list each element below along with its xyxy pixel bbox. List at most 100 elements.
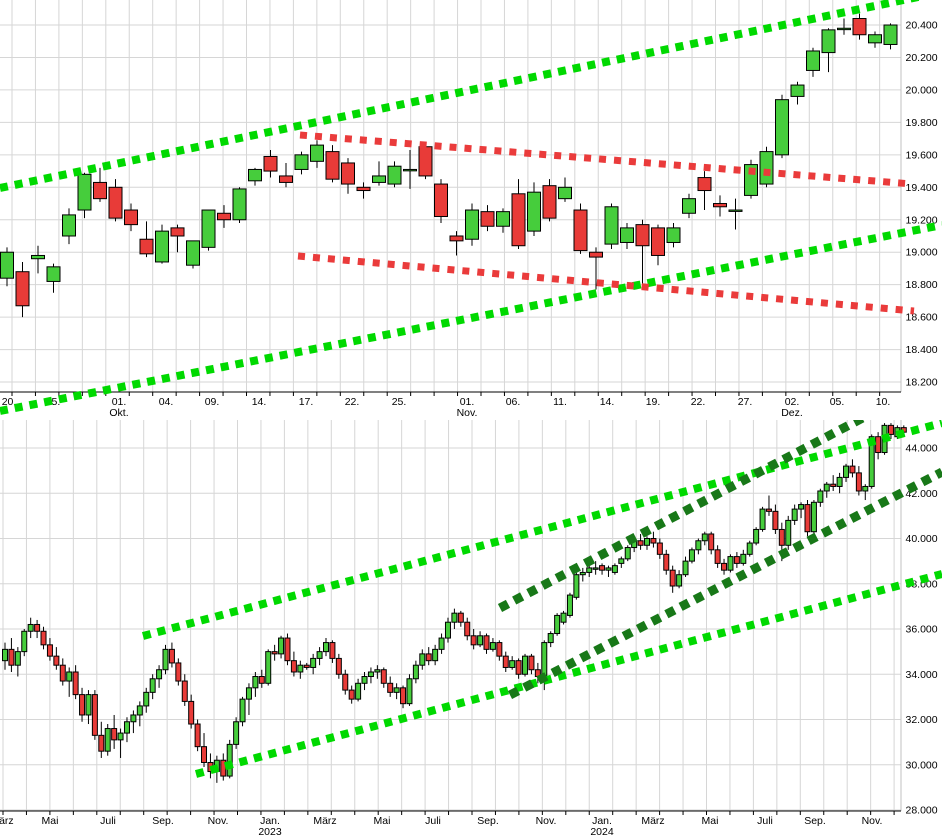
y-axis-label: 19.800 — [906, 117, 938, 129]
x-axis-label: Mai — [374, 815, 391, 827]
y-axis-label: 28.000 — [906, 805, 938, 817]
daily-candlestick-chart: 20. 25. 01. Okt. 04. 09. 14. 17. 22. 25. 01. Nov. 06… — [0, 0, 942, 420]
candle — [464, 617, 471, 641]
candle — [374, 665, 381, 679]
x-axis-label: 10. — [876, 396, 891, 408]
candle — [0, 247, 14, 287]
candle — [233, 717, 240, 749]
candle — [323, 638, 329, 657]
candle — [728, 198, 743, 230]
x-axis-label: Mai — [42, 815, 59, 827]
candle — [143, 687, 150, 713]
candle — [573, 203, 588, 254]
candle — [232, 187, 247, 224]
candle — [8, 638, 15, 672]
x-axis-label: Juli — [757, 815, 773, 827]
candle — [310, 140, 324, 168]
candle — [515, 658, 522, 679]
candle — [806, 47, 820, 77]
candle — [181, 674, 188, 706]
candle — [342, 669, 349, 695]
candle — [62, 208, 76, 245]
y-axis-label: 30.000 — [906, 759, 938, 771]
candle — [837, 18, 851, 35]
candle — [727, 554, 734, 573]
candle — [162, 644, 169, 675]
candle — [85, 690, 92, 725]
lower-rising-channel-line — [0, 221, 942, 415]
candles — [0, 13, 898, 318]
candle — [367, 667, 374, 684]
candle — [279, 162, 293, 188]
candle — [21, 629, 28, 657]
candle — [759, 146, 774, 188]
candle — [297, 660, 304, 679]
candle — [509, 656, 516, 670]
candle — [887, 423, 894, 439]
candle — [744, 159, 758, 199]
y-axis-label: 19.000 — [906, 247, 938, 259]
candle — [830, 475, 837, 491]
x-axis-sublabel: 2023 — [258, 826, 282, 837]
daily-chart-canvas[interactable]: 20. 25. 01.Okt.04. 09. 14. 17. 22. 25. 01.Nov.06… — [0, 0, 942, 420]
candle — [682, 193, 696, 219]
candle — [46, 638, 53, 661]
candle — [477, 631, 484, 648]
candle — [451, 608, 458, 629]
candle — [733, 552, 740, 568]
candle — [412, 660, 419, 684]
candle — [483, 633, 490, 654]
candle — [746, 540, 753, 557]
candle — [310, 653, 317, 675]
y-axis-label: 38.000 — [906, 578, 938, 590]
candle — [695, 538, 702, 555]
candle — [40, 626, 47, 650]
x-axis-sublabel: Nov. — [457, 407, 478, 419]
candle — [635, 219, 650, 287]
y-axis-label: 20.400 — [906, 20, 938, 32]
candle — [701, 531, 708, 546]
candle — [663, 549, 670, 575]
candle — [284, 633, 291, 666]
candle — [329, 640, 336, 663]
weekly-candlestick-chart: MärzMaiJuliSep.Nov.Jan.2023MärzMaiJuliSe… — [0, 420, 942, 837]
candle — [34, 619, 41, 639]
candle — [175, 658, 182, 686]
candle — [155, 224, 169, 264]
candle — [98, 721, 105, 758]
candle — [248, 167, 262, 186]
candle — [335, 653, 342, 679]
candle — [669, 565, 676, 593]
candle — [194, 719, 201, 752]
candle — [123, 717, 130, 743]
candle — [714, 545, 721, 568]
candle — [798, 502, 805, 519]
candle — [527, 182, 541, 236]
x-axis-label: 14. — [600, 396, 615, 408]
candle — [438, 633, 445, 654]
x-axis: MärzMaiJuliSep.Nov.Jan.2023MärzMaiJuliSe… — [0, 810, 901, 837]
x-axis-label: Jan. — [260, 815, 280, 827]
candle — [753, 527, 760, 546]
x-axis-label: 06. — [506, 396, 521, 408]
x-axis-label: März — [313, 815, 336, 827]
x-axis-label: Juli — [100, 815, 116, 827]
candle — [790, 81, 805, 105]
candle — [713, 195, 727, 217]
y-axis-label: 34.000 — [906, 669, 938, 681]
candle — [220, 753, 227, 781]
candle — [303, 662, 310, 670]
candle — [2, 642, 8, 670]
y-axis-label: 40.000 — [906, 533, 938, 545]
x-axis-sublabel: Dez. — [781, 407, 803, 419]
x-axis-label: Mai — [702, 815, 719, 827]
candle — [765, 495, 772, 516]
candle — [432, 644, 439, 666]
candle — [457, 610, 464, 627]
x-axis-label: 14. — [252, 396, 267, 408]
candle — [586, 565, 593, 577]
weekly-chart-canvas[interactable]: MärzMaiJuliSep.Nov.Jan.2023MärzMaiJuliSe… — [0, 420, 942, 837]
candle — [271, 644, 278, 661]
candle — [226, 739, 233, 779]
candle — [419, 649, 426, 670]
